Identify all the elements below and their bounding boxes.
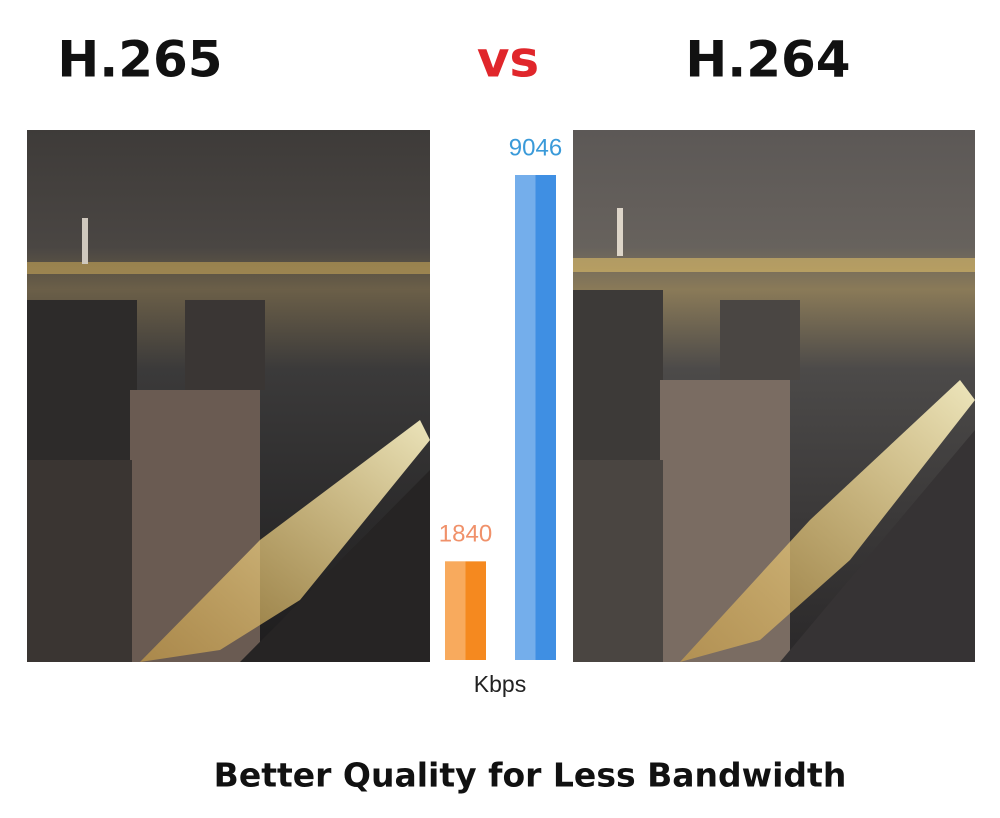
photo-h264: [573, 130, 975, 662]
value-label: 1840: [439, 521, 492, 548]
unit-label: Kbps: [474, 671, 526, 697]
bar: [515, 175, 556, 660]
chart-title: Better Quality for Less Bandwidth: [214, 756, 847, 795]
bar-highlight: [445, 561, 466, 660]
photo-h265: [27, 130, 430, 662]
bar-highlight: [515, 175, 536, 660]
bar: [445, 561, 486, 660]
codec-heading: H.264: [685, 31, 850, 89]
value-label: 9046: [509, 134, 562, 161]
codec-heading: H.265: [57, 31, 222, 89]
versus-label: vs: [477, 31, 539, 89]
